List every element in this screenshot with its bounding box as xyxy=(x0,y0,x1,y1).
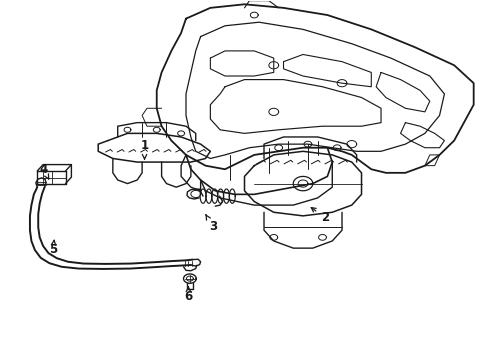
Text: 5: 5 xyxy=(49,240,57,256)
Text: 6: 6 xyxy=(184,287,192,303)
Text: 4: 4 xyxy=(39,163,49,179)
Text: 2: 2 xyxy=(311,208,328,224)
Text: 1: 1 xyxy=(140,139,148,159)
Text: 3: 3 xyxy=(205,215,216,233)
